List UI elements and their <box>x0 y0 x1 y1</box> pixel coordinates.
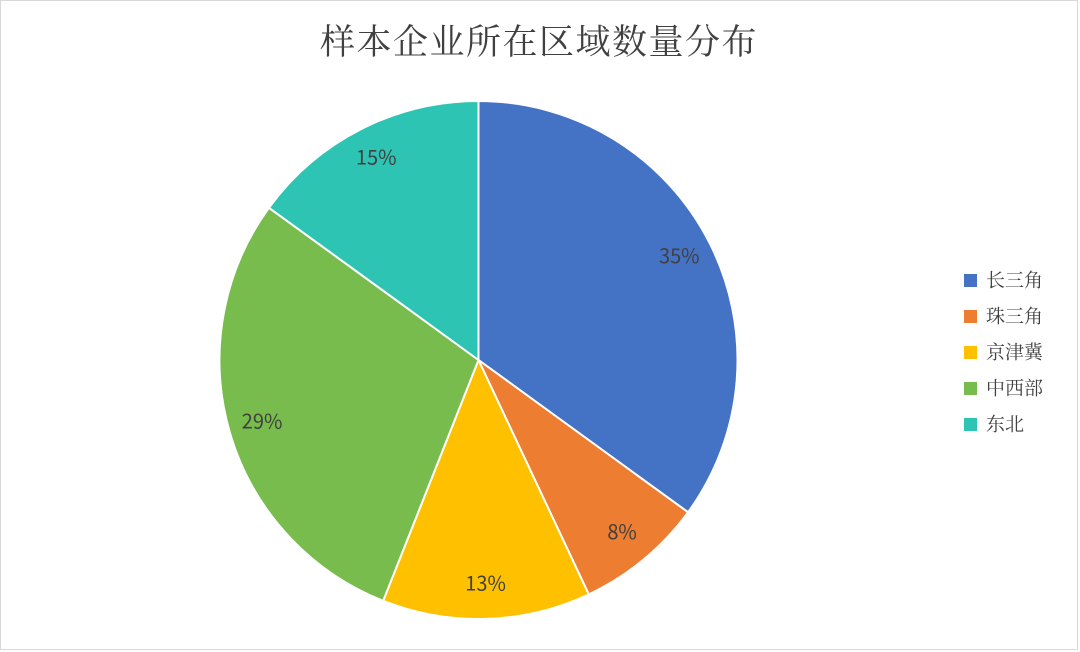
svg-text:13%: 13% <box>465 568 506 597</box>
svg-text:东北: 东北 <box>986 409 1024 436</box>
svg-text:35%: 35% <box>659 240 700 269</box>
svg-text:中西部: 中西部 <box>986 373 1043 400</box>
svg-text:珠三角: 珠三角 <box>986 301 1043 328</box>
svg-text:29%: 29% <box>242 405 283 434</box>
svg-text:8%: 8% <box>607 516 637 545</box>
svg-text:长三角: 长三角 <box>986 265 1043 292</box>
svg-text:15%: 15% <box>356 142 397 171</box>
svg-text:京津冀: 京津冀 <box>986 337 1044 364</box>
